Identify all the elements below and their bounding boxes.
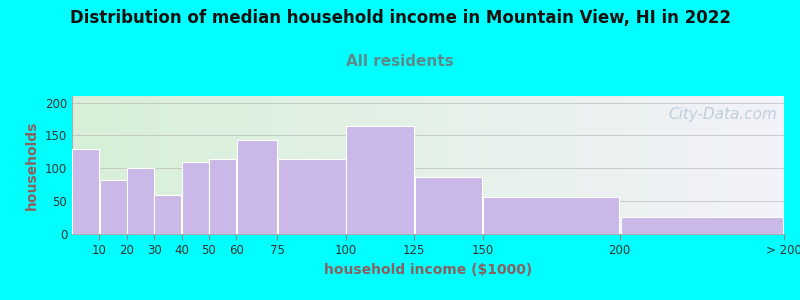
Y-axis label: households: households [26, 120, 39, 210]
Bar [99, 180, 126, 234]
Bar [237, 140, 277, 234]
Bar [483, 196, 619, 234]
Bar [154, 195, 182, 234]
Bar [72, 148, 99, 234]
Bar [278, 159, 346, 234]
Bar [209, 159, 236, 234]
Text: City-Data.com: City-Data.com [668, 107, 777, 122]
Bar [414, 177, 482, 234]
Text: Distribution of median household income in Mountain View, HI in 2022: Distribution of median household income … [70, 9, 730, 27]
Bar [346, 126, 414, 234]
Text: All residents: All residents [346, 54, 454, 69]
Bar [182, 162, 209, 234]
Bar [127, 168, 154, 234]
X-axis label: household income ($1000): household income ($1000) [324, 263, 532, 277]
Bar [621, 217, 783, 234]
